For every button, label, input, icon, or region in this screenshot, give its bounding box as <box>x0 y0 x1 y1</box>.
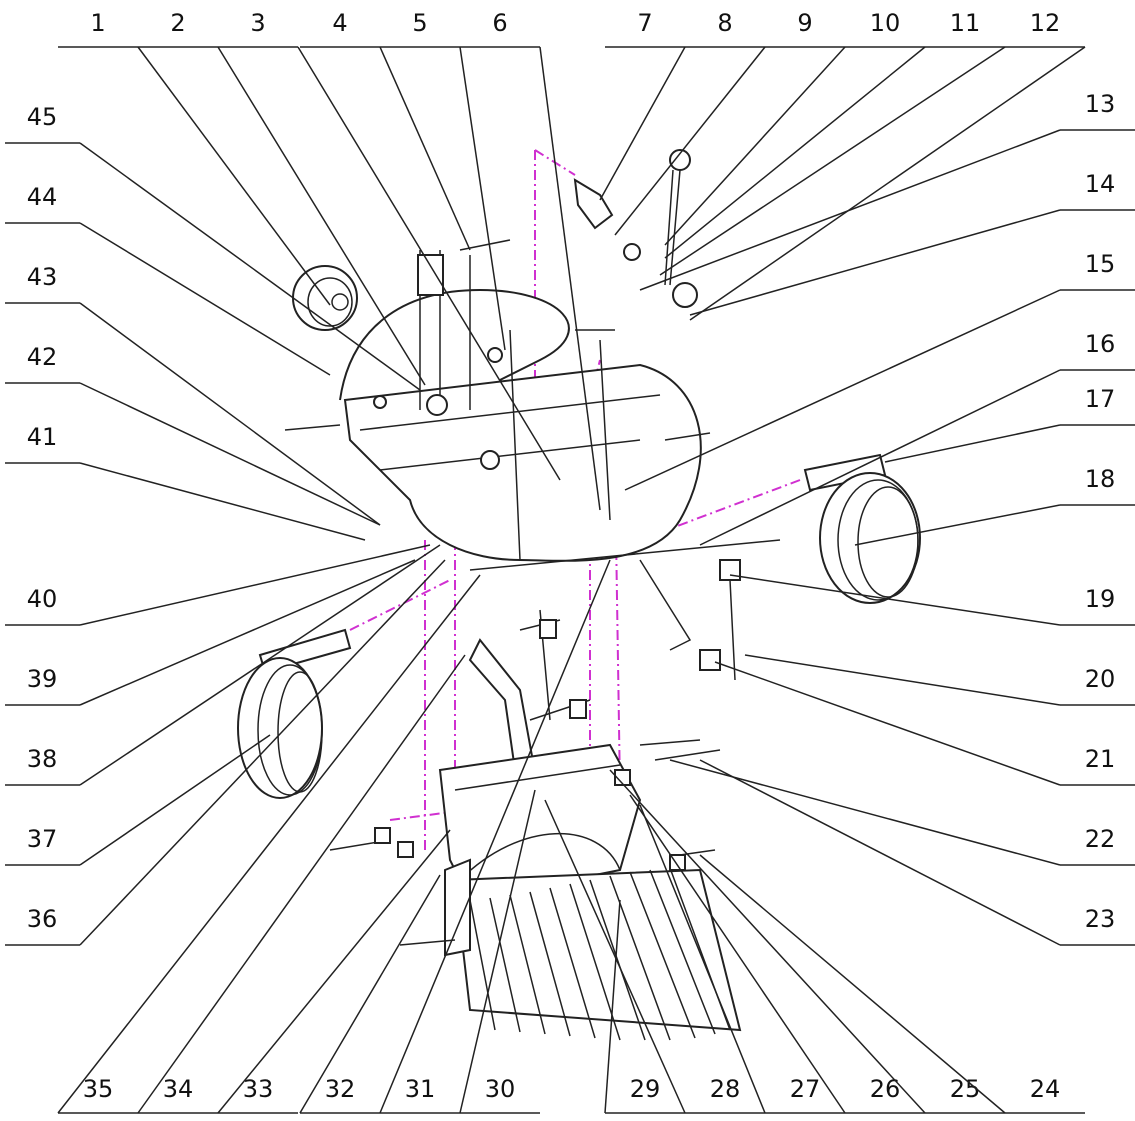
callout-label: 1 <box>90 9 105 37</box>
leader-line <box>664 46 846 246</box>
callout-label: 20 <box>1085 665 1116 693</box>
callout-label: 35 <box>83 1075 114 1103</box>
leader-line <box>624 289 1061 491</box>
callout-label: 34 <box>163 1075 194 1103</box>
callout-label: 33 <box>243 1075 274 1103</box>
callout-label: 24 <box>1030 1075 1061 1103</box>
leader-line <box>79 734 271 866</box>
leader-line <box>629 794 846 1114</box>
leader-line <box>217 829 451 1114</box>
leader-line <box>854 504 1061 546</box>
callout-label: 41 <box>27 423 58 451</box>
leader-line <box>79 462 366 541</box>
callout-label: 4 <box>332 9 347 37</box>
leader-line <box>299 874 441 1114</box>
leader-line <box>604 899 621 1114</box>
leader-line <box>379 46 471 251</box>
leader-line <box>297 46 561 481</box>
callout-label: 38 <box>27 745 58 773</box>
callout-label: 7 <box>637 9 652 37</box>
callout-label: 28 <box>710 1075 741 1103</box>
callout-label: 40 <box>27 585 58 613</box>
leader-line <box>699 759 1061 946</box>
leader-line <box>79 544 441 786</box>
leader-line <box>137 654 466 1114</box>
leader-line <box>639 804 766 1114</box>
callout-layer: 1 2 3 4 5 6 7 8 9 10 11 121314151617181920212223454… <box>5 9 1135 1114</box>
callout-label: 23 <box>1085 905 1116 933</box>
callout-label: 39 <box>27 665 58 693</box>
leader-line <box>659 46 1006 276</box>
leader-line <box>699 854 1006 1114</box>
callout-label: 2 <box>170 9 185 37</box>
callout-label: 19 <box>1085 585 1116 613</box>
callout-label: 26 <box>870 1075 901 1103</box>
leader-line <box>639 129 1061 291</box>
callout-label: 32 <box>325 1075 356 1103</box>
leader-line <box>79 142 421 391</box>
callout-label: 17 <box>1085 385 1116 413</box>
callout-label: 9 <box>797 9 812 37</box>
leader-line <box>79 559 446 946</box>
leader-line <box>57 574 481 1114</box>
leader-line <box>539 46 601 511</box>
leader-line <box>744 654 1061 706</box>
leader-line <box>79 544 431 626</box>
leader-line <box>137 46 331 306</box>
leader-line <box>79 302 381 526</box>
callout-label: 22 <box>1085 825 1116 853</box>
callout-label: 15 <box>1085 250 1116 278</box>
leader-line <box>729 574 1061 626</box>
leader-line <box>217 46 426 386</box>
leader-line <box>79 559 416 706</box>
leader-line <box>664 46 926 259</box>
leader-line <box>689 209 1061 316</box>
callout-label: 10 <box>870 9 901 37</box>
callout-label: 18 <box>1085 465 1116 493</box>
callout-label: 36 <box>27 905 58 933</box>
callout-label: 43 <box>27 263 58 291</box>
callout-label: 3 <box>250 9 265 37</box>
leader-line <box>459 789 536 1114</box>
callout-label: 29 <box>630 1075 661 1103</box>
callout-label: 27 <box>790 1075 821 1103</box>
leader-line <box>714 661 1061 786</box>
leader-line <box>79 382 381 526</box>
leader-line <box>459 46 506 351</box>
leader-line <box>609 769 926 1114</box>
callout-label: 42 <box>27 343 58 371</box>
leader-line <box>614 46 766 236</box>
leader-line <box>669 759 1061 866</box>
leader-line <box>884 424 1061 463</box>
leader-line <box>689 46 1086 321</box>
callout-label: 30 <box>485 1075 516 1103</box>
callout-label: 13 <box>1085 90 1116 118</box>
leader-line <box>544 799 686 1114</box>
callout-label: 5 <box>412 9 427 37</box>
leader-line <box>379 559 611 1114</box>
leader-line <box>699 369 1061 546</box>
callout-label: 6 <box>492 9 507 37</box>
callout-label: 16 <box>1085 330 1116 358</box>
assembly-drawing <box>237 149 921 1041</box>
leader-line <box>599 46 686 201</box>
callout-label: 44 <box>27 183 58 211</box>
callout-label: 12 <box>1030 9 1061 37</box>
callout-label: 31 <box>405 1075 436 1103</box>
callout-label: 37 <box>27 825 58 853</box>
leader-line <box>79 222 331 376</box>
callout-label: 45 <box>27 103 58 131</box>
callout-label: 14 <box>1085 170 1116 198</box>
callout-label: 21 <box>1085 745 1116 773</box>
callout-label: 11 <box>950 9 981 37</box>
callout-label: 8 <box>717 9 732 37</box>
